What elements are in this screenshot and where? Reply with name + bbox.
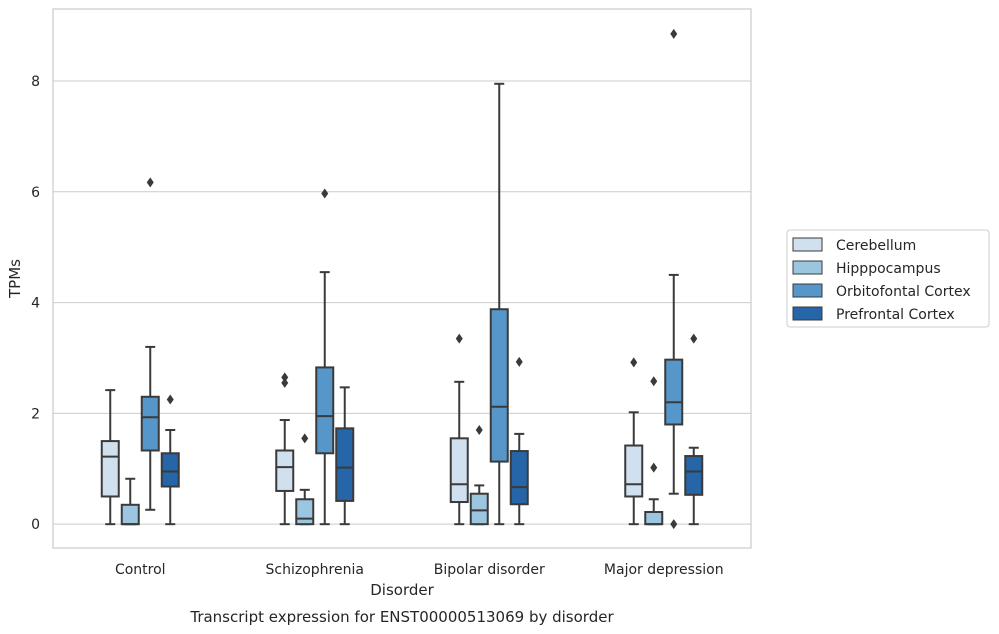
outlier-point xyxy=(166,394,174,405)
outlier-point xyxy=(515,356,523,367)
box-cerebellum xyxy=(624,357,644,526)
box-iqr xyxy=(315,366,335,455)
box-hipppocampus xyxy=(295,433,315,526)
outlier-point xyxy=(455,333,463,344)
legend-label: Orbitofontal Cortex xyxy=(836,284,971,300)
box-iqr xyxy=(684,455,704,496)
box-cerebellum xyxy=(449,333,469,526)
box-hipppocampus xyxy=(120,477,140,526)
legend-swatch xyxy=(792,260,823,275)
box-iqr xyxy=(624,444,644,498)
legend-swatch xyxy=(792,283,823,298)
box-iqr xyxy=(275,449,295,492)
outlier-point xyxy=(650,462,658,473)
x-axis-label: Disorder xyxy=(370,581,434,599)
legend-label: Hipppocampus xyxy=(836,261,941,277)
box-orbitofontal-cortex xyxy=(664,28,684,530)
outlier-point xyxy=(630,357,638,368)
legend: Cerebellum Hipppocampus Orbitofontal Corte… xyxy=(786,229,990,328)
x-axis-ticks: Control Schizophrenia Bipolar disorder Majo… xyxy=(115,562,724,578)
box-iqr xyxy=(664,358,684,426)
outlier-point xyxy=(690,333,698,344)
box-iqr xyxy=(489,308,509,463)
box-orbitofontal-cortex xyxy=(315,188,335,526)
y-tick-label: 6 xyxy=(31,185,40,201)
outlier-point xyxy=(281,372,289,383)
x-tick-label: Control xyxy=(115,562,166,578)
outlier-point xyxy=(475,425,483,436)
box-hipppocampus xyxy=(469,425,489,526)
box-iqr xyxy=(335,427,355,502)
box-plots xyxy=(100,28,704,530)
legend-label: Cerebellum xyxy=(836,238,916,254)
box-cerebellum xyxy=(275,372,295,526)
x-tick-label: Major depression xyxy=(604,562,724,578)
box-orbitofontal-cortex xyxy=(489,82,509,526)
box-iqr xyxy=(160,452,180,488)
grid-lines xyxy=(53,80,751,525)
box-iqr xyxy=(449,437,469,504)
outlier-point xyxy=(670,519,678,530)
outlier-point xyxy=(281,377,289,388)
box-iqr xyxy=(644,510,664,526)
y-tick-label: 2 xyxy=(31,406,40,422)
box-hipppocampus xyxy=(644,376,664,526)
box-iqr xyxy=(295,498,315,526)
box-iqr xyxy=(140,395,160,452)
plot-frame xyxy=(52,8,752,549)
box-prefrontal-cortex xyxy=(335,386,355,526)
legend-swatch xyxy=(792,306,823,321)
x-tick-label: Bipolar disorder xyxy=(434,562,545,578)
y-tick-label: 4 xyxy=(31,296,40,312)
box-iqr xyxy=(469,492,489,526)
box-orbitofontal-cortex xyxy=(140,177,160,511)
chart-caption: Transcript expression for ENST0000051306… xyxy=(189,608,614,626)
outlier-point xyxy=(670,28,678,39)
legend-swatch xyxy=(792,237,823,252)
outlier-point xyxy=(301,433,309,444)
box-iqr xyxy=(509,450,529,506)
legend-frame xyxy=(786,229,990,328)
box-prefrontal-cortex xyxy=(684,333,704,526)
box-iqr xyxy=(100,440,120,498)
box-iqr xyxy=(120,503,140,526)
outlier-point xyxy=(146,177,154,188)
y-axis-ticks: 0 2 4 6 8 xyxy=(31,74,40,533)
y-tick-label: 8 xyxy=(31,74,40,90)
x-tick-label: Schizophrenia xyxy=(266,562,364,578)
legend-label: Prefrontal Cortex xyxy=(836,307,955,323)
box-cerebellum xyxy=(100,389,120,526)
y-axis-label: TPMs xyxy=(6,259,24,299)
y-tick-label: 0 xyxy=(31,517,40,533)
outlier-point xyxy=(650,376,658,387)
box-prefrontal-cortex xyxy=(160,394,180,526)
outlier-point xyxy=(321,188,329,199)
box-prefrontal-cortex xyxy=(509,356,529,526)
